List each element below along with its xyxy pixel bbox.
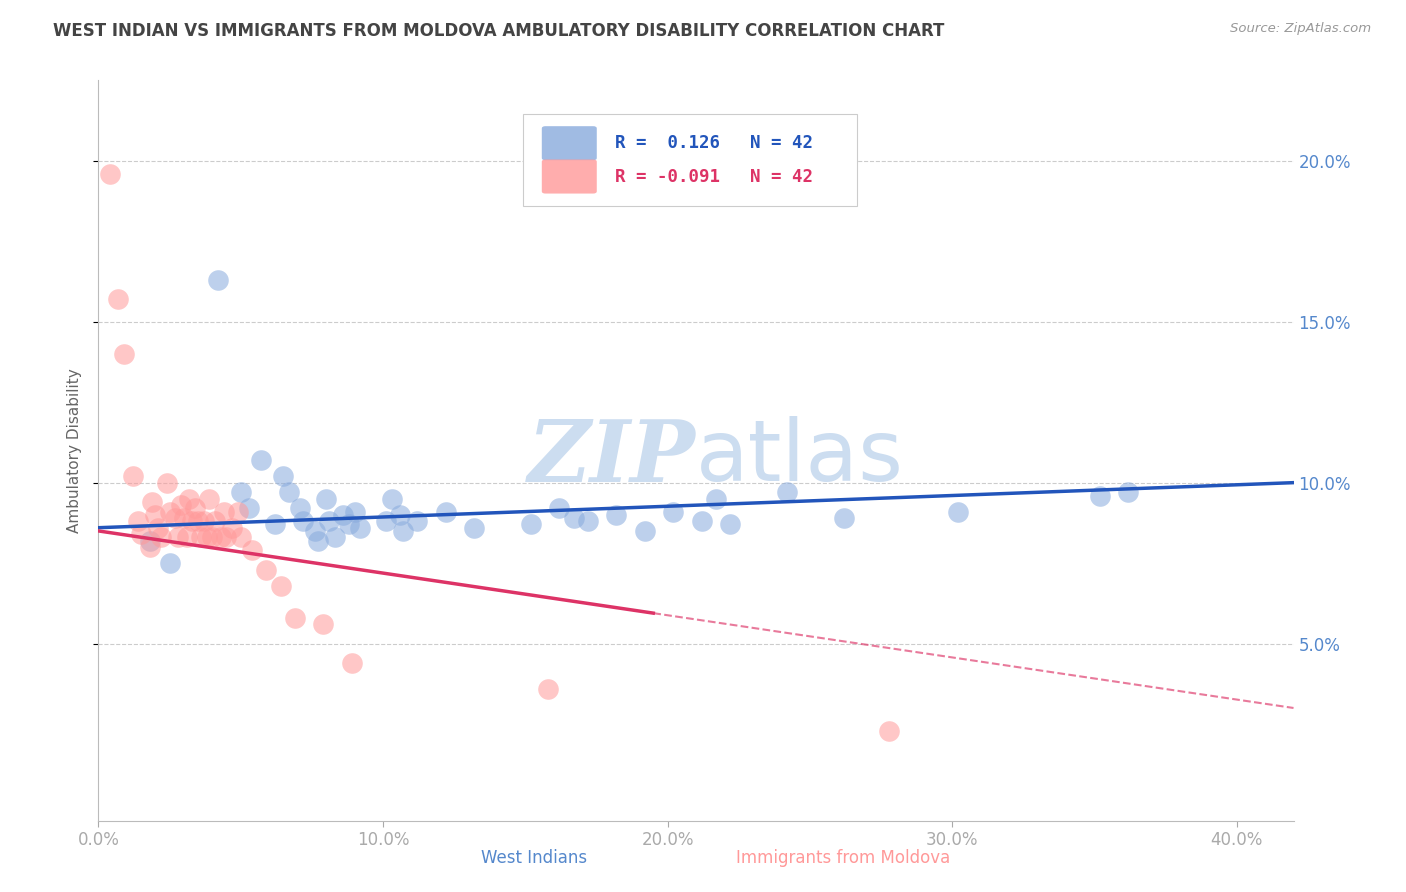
Point [307,533,329,548]
Text: WEST INDIAN VS IMMIGRANTS FROM MOLDOVA AMBULATORY DISABILITY CORRELATION CHART: WEST INDIAN VS IMMIGRANTS FROM MOLDOVA A… [53,22,945,40]
Point [318,514,340,528]
Point [209,530,232,544]
Point [332,508,354,522]
Point [176,530,198,544]
Point [290,501,312,516]
Point [776,485,799,500]
Point [181,514,204,528]
Point [1118,485,1140,500]
Point [263,517,285,532]
Point [107,292,129,306]
Point [434,505,457,519]
Point [343,505,366,519]
Point [143,508,166,522]
Point [315,491,337,506]
Point [380,491,402,506]
Point [167,530,190,544]
Point [718,517,741,532]
Point [537,681,560,696]
Text: Source: ZipAtlas.com: Source: ZipAtlas.com [1230,22,1371,36]
Point [165,511,187,525]
Point [323,530,346,544]
Point [215,530,238,544]
Point [150,530,173,544]
Point [184,501,207,516]
Point [392,524,415,538]
Point [229,485,252,500]
Point [662,505,685,519]
Text: Immigrants from Moldova: Immigrants from Moldova [737,849,950,867]
Point [204,514,226,528]
Point [520,517,543,532]
Point [1088,489,1111,503]
FancyBboxPatch shape [541,160,596,194]
Text: atlas: atlas [696,417,904,500]
Point [173,511,195,525]
Point [138,540,160,554]
Point [159,505,181,519]
Point [270,579,292,593]
Text: West Indians: West Indians [481,849,588,867]
Point [634,524,657,538]
FancyBboxPatch shape [541,126,596,161]
Point [832,511,855,525]
Point [170,498,193,512]
Point [129,527,152,541]
Point [201,530,224,544]
Point [312,617,335,632]
Text: N = 42: N = 42 [749,168,813,186]
Point [238,501,260,516]
Point [190,530,212,544]
Point [98,167,121,181]
Point [187,514,209,528]
Point [278,485,301,500]
Point [406,514,429,528]
Point [193,514,215,528]
Point [337,517,360,532]
Point [226,505,249,519]
Point [389,508,412,522]
Point [254,563,277,577]
Point [195,530,218,544]
Point [240,543,263,558]
Point [138,533,160,548]
Text: R =  0.126: R = 0.126 [614,134,720,153]
Point [141,495,163,509]
Point [112,347,135,361]
Point [212,505,235,519]
Point [121,469,143,483]
Text: ZIP: ZIP [529,416,696,500]
Point [156,475,179,490]
Point [198,491,221,506]
Point [946,505,969,519]
Point [229,530,252,544]
Point [690,514,713,528]
Point [374,514,396,528]
Point [159,556,181,570]
Point [127,514,149,528]
Text: R = -0.091: R = -0.091 [614,168,720,186]
Point [704,491,727,506]
Point [340,656,363,670]
FancyBboxPatch shape [523,113,858,206]
Point [273,469,295,483]
Point [562,511,585,525]
Text: N = 42: N = 42 [749,134,813,153]
Point [879,723,901,738]
Y-axis label: Ambulatory Disability: Ambulatory Disability [67,368,83,533]
Point [207,273,229,287]
Point [605,508,627,522]
Point [304,524,326,538]
Point [249,453,271,467]
Point [548,501,571,516]
Point [576,514,599,528]
Point [292,514,315,528]
Point [284,611,307,625]
Point [349,521,371,535]
Point [179,491,201,506]
Point [148,521,170,535]
Point [221,521,243,535]
Point [463,521,485,535]
